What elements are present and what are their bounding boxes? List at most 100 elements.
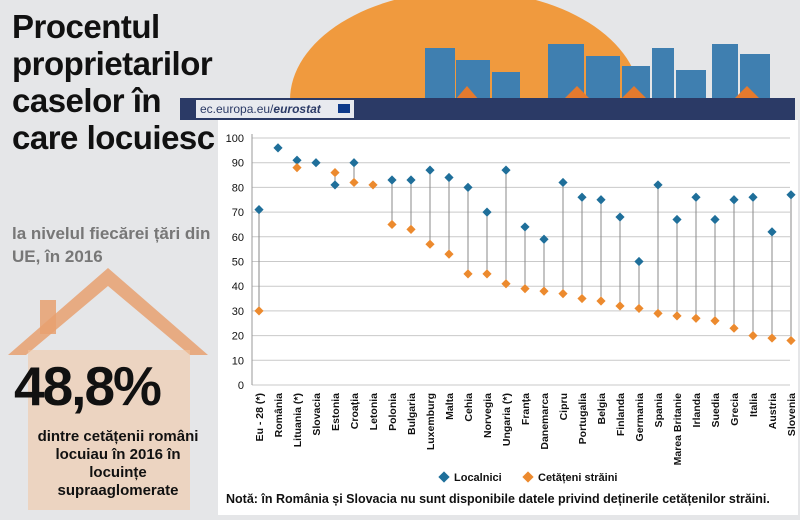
page-subtitle: la nivelul fiecărei țări din UE, în 2016: [12, 224, 211, 266]
locals-point: [577, 192, 587, 202]
locals-point: [330, 180, 340, 190]
foreigners-point: [558, 289, 568, 299]
x-tick-label: Eu - 28 (*): [254, 393, 266, 441]
x-tick-label: Irlanda: [691, 393, 703, 428]
foreigners-point: [615, 301, 625, 311]
page-title: Procentul proprietarilor caselor în care…: [12, 8, 215, 156]
legend-label-foreigners: Cetățeni străini: [538, 472, 618, 484]
source-link[interactable]: ec.europa.eu/eurostat: [200, 101, 321, 117]
foreigners-point: [368, 180, 378, 190]
locals-point: [558, 177, 568, 188]
legend-item-foreigners: Cetățeni străini: [522, 471, 618, 484]
locals-point: [311, 158, 321, 168]
locals-point: [273, 143, 283, 153]
foreigners-point: [444, 249, 454, 259]
foreigners-point: [596, 296, 606, 306]
source-pill: [196, 100, 354, 118]
highlight-text: dintre cetățenii români locuiau în 2016 …: [37, 428, 199, 499]
locals-point: [482, 207, 492, 217]
foreigners-point: [425, 239, 435, 249]
locals-point: [672, 214, 682, 225]
y-tick-label: 0: [238, 380, 244, 392]
locals-point: [425, 165, 435, 175]
locals-marker-icon: [438, 471, 450, 483]
x-tick-label: Polonia: [387, 393, 399, 431]
x-tick-label: Lituania (*): [292, 393, 304, 447]
locals-point: [520, 222, 530, 232]
foreigners-point: [292, 163, 302, 173]
x-tick-label: Slovenia: [786, 393, 798, 436]
x-tick-label: Finlanda: [615, 393, 627, 436]
x-tick-label: Franța: [520, 393, 532, 425]
locals-point: [710, 214, 720, 225]
chart-background: [218, 120, 798, 515]
y-tick-label: 100: [226, 133, 244, 145]
locals-point: [444, 172, 454, 183]
source-prefix: ec.europa.eu/: [200, 102, 274, 116]
foreigners-point: [330, 167, 340, 178]
y-tick-label: 50: [232, 257, 244, 269]
locals-point: [349, 158, 359, 168]
footnote: Notă: în România și Slovacia nu sunt dis…: [226, 492, 770, 506]
x-tick-label: Norvegia: [482, 393, 494, 438]
highlight-value: 48,8%: [14, 355, 162, 417]
x-tick-label: Croația: [349, 393, 361, 429]
locals-point: [406, 175, 416, 185]
y-tick-label: 40: [232, 281, 244, 293]
foreigners-point: [748, 331, 758, 341]
x-tick-label: Danemarca: [539, 393, 551, 450]
locals-point: [691, 192, 701, 202]
y-tick-label: 30: [232, 306, 244, 318]
x-tick-label: Portugalia: [577, 393, 589, 445]
locals-point: [615, 212, 625, 222]
foreigners-point: [729, 323, 739, 333]
x-tick-label: Italia: [748, 393, 760, 417]
x-tick-label: Estonia: [330, 393, 342, 431]
x-tick-label: Belgia: [596, 393, 608, 425]
locals-point: [539, 234, 549, 244]
legend-item-locals: Localnici: [438, 471, 502, 484]
foreigners-point: [691, 313, 701, 323]
foreigners-point: [634, 303, 644, 314]
locals-point: [729, 195, 739, 205]
foreigners-point: [387, 219, 397, 230]
x-tick-label: România: [273, 393, 285, 438]
locals-point: [634, 256, 644, 267]
foreigners-marker-icon: [522, 471, 534, 483]
x-tick-label: Luxemburg: [425, 393, 437, 450]
x-tick-label: Ungaria (*): [501, 393, 513, 446]
x-tick-label: Marea Britanie: [672, 393, 684, 466]
x-tick-label: Malta: [444, 393, 456, 420]
x-tick-label: Bulgaria: [406, 393, 418, 435]
locals-point: [786, 190, 796, 200]
x-tick-label: Cipru: [558, 393, 570, 420]
source-name: eurostat: [273, 102, 321, 116]
foreigners-point: [349, 177, 359, 188]
locals-point: [748, 192, 758, 202]
foreigners-point: [786, 335, 796, 346]
y-tick-label: 90: [232, 158, 244, 170]
x-tick-label: Austria: [767, 393, 779, 429]
house-illustration: [8, 268, 208, 510]
foreigners-point: [254, 306, 264, 316]
locals-point: [254, 205, 264, 215]
x-tick-label: Cehia: [463, 393, 475, 422]
locals-point: [767, 227, 777, 237]
y-tick-label: 60: [232, 232, 244, 244]
foreigners-point: [653, 308, 663, 318]
locals-point: [653, 180, 663, 190]
x-tick-label: Letonia: [368, 393, 380, 430]
y-tick-label: 20: [232, 331, 244, 343]
legend-label-locals: Localnici: [454, 472, 502, 484]
y-tick-label: 80: [232, 182, 244, 194]
foreigners-point: [520, 284, 530, 294]
x-tick-label: Suedia: [710, 393, 722, 428]
foreigners-point: [539, 286, 549, 296]
foreigners-point: [406, 224, 416, 234]
foreigners-point: [577, 293, 587, 304]
x-tick-label: Germania: [634, 393, 646, 442]
locals-point: [501, 165, 511, 175]
foreigners-point: [501, 279, 511, 289]
